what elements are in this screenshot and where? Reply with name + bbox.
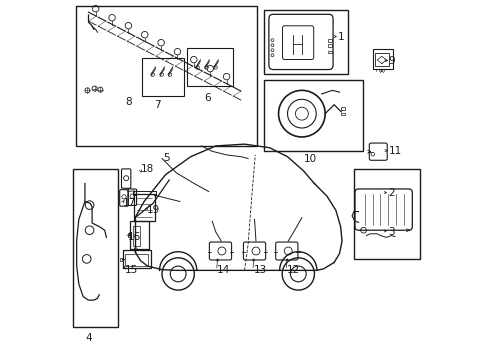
Bar (327, 44, 331, 47)
Bar (76, 6, 257, 146)
Text: 11: 11 (388, 145, 401, 156)
Text: 14: 14 (217, 265, 230, 275)
Bar (142, 58, 183, 96)
Text: 16: 16 (128, 232, 141, 242)
Text: 4: 4 (85, 333, 92, 343)
Text: 18: 18 (140, 164, 153, 174)
Bar (132, 226, 140, 246)
Bar (264, 80, 362, 151)
Bar (264, 10, 348, 74)
Text: 2: 2 (387, 188, 394, 198)
Text: 3: 3 (387, 227, 394, 237)
Bar (353, 169, 419, 259)
Text: 12: 12 (286, 265, 300, 275)
Text: 7: 7 (154, 100, 161, 110)
Bar (374, 53, 388, 66)
Text: 5: 5 (163, 153, 169, 163)
Bar (327, 50, 331, 53)
Text: 6: 6 (204, 93, 210, 103)
Bar (120, 258, 122, 261)
Bar (372, 49, 392, 69)
Text: 9: 9 (388, 55, 394, 66)
Text: 13: 13 (253, 265, 266, 275)
Bar (187, 48, 233, 86)
Text: 19: 19 (147, 206, 160, 216)
Text: 17: 17 (123, 198, 136, 208)
Text: 1: 1 (337, 32, 344, 41)
Text: 15: 15 (124, 265, 137, 275)
Bar (340, 107, 344, 110)
Text: 10: 10 (303, 154, 316, 164)
Bar (327, 39, 331, 42)
Bar (340, 113, 344, 116)
Bar (73, 169, 118, 327)
Text: 8: 8 (125, 97, 132, 107)
Bar (127, 233, 129, 237)
